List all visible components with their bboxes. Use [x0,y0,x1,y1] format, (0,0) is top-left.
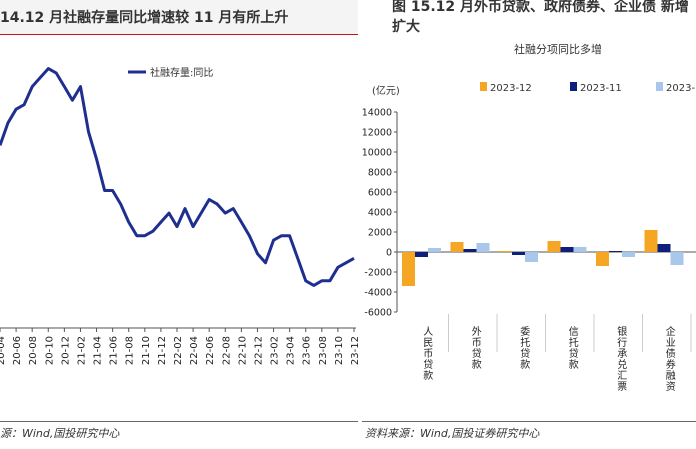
bar-2023-12-人民币贷款 [402,252,415,286]
bar-2023-10-委托贷款 [525,252,538,262]
bar-2023-11-人民币贷款 [415,252,428,257]
bar-2023-11-委托贷款 [512,252,525,255]
legend-swatch-2023-11 [570,82,577,91]
series-line-社融存量 [0,67,355,287]
left-title-bar [0,0,358,35]
x-tick-label: 22-06 [205,336,216,365]
y-tick-label: 10000 [362,148,392,159]
category-label: 人民币贷款 [421,326,433,381]
bar-2023-10-银行承兑汇票 [622,252,635,257]
bar-2023-11-外币贷款 [463,249,477,252]
bar-2023-11-银行承兑汇票 [609,251,622,252]
y-tick-label: 2000 [368,228,392,239]
right-source: 资料来源：Wind,国投证券研究中心 [365,427,540,440]
x-tick-label: 20-08 [28,336,39,365]
y-tick-label: 6000 [368,188,392,199]
bar-2023-10-人民币贷款 [428,248,441,252]
y-tick-label: 8000 [368,168,392,179]
category-label: 信托贷款 [566,326,578,370]
y-tick-label: -6000 [364,308,392,319]
x-tick-label: 22-10 [237,336,248,365]
y-tick-label: -2000 [364,268,392,279]
x-tick-label: 23-10 [334,336,345,365]
y-tick-label: 14000 [362,108,392,119]
bar-2023-12-银行承兑汇票 [596,252,609,266]
line-chart: 社融存量:同比 20-04 20-06 20-08 20-10 20-12 21-02 21-… [0,66,360,365]
x-tick-label: 22-02 [173,336,184,365]
x-tick-label: 23-04 [286,336,297,365]
x-tick-label: 22-08 [221,336,232,365]
legend-swatch-2023-10 [656,82,663,91]
category-label: 企业债券融资 [663,325,675,392]
category-label: 外币贷款 [469,326,481,370]
right-chart-title: 图 15.12 月外币贷款、政府债券、企业债 新增扩大 [392,0,689,35]
y-tick-label: 4000 [368,208,392,219]
category-label: 委托贷款 [518,325,530,370]
left-chart-title: 14.12 月社融存量同比增速较 11 月有所上升 [0,10,289,26]
x-tick-label: 20-12 [60,336,71,365]
bar-chart: 社融分项同比多增 (亿元) 2023-12 2023-11 2023-10 14000 12… [362,42,696,392]
bar-2023-12-企业债券融资 [644,230,658,252]
bar-2023-11-企业债券融资 [657,244,671,252]
legend-label-2023-12: 2023-12 [490,83,532,94]
x-tick-label: 23-02 [270,336,281,365]
x-tick-label: 21-10 [141,336,152,365]
category-label: 银行承兑汇票 [615,325,627,392]
bar-2023-10-外币贷款 [476,243,490,252]
legend-label-2023-10: 2023-10 [666,83,696,94]
left-source: 源：Wind,国投研究中心 [0,427,120,440]
bar-2023-10-信托贷款 [573,247,587,252]
x-tick-label: 22-04 [189,336,200,365]
y-tick-label: 0 [386,248,392,259]
x-tick-label: 20-04 [0,336,7,365]
x-tick-label: 20-06 [12,336,23,365]
bar-chart-title: 社融分项同比多增 [514,42,602,56]
legend-label-2023-11: 2023-11 [580,83,622,94]
bar-2023-11-信托贷款 [560,247,574,252]
y-tick-label: 12000 [362,128,392,139]
x-tick-label: 21-12 [157,336,168,365]
y-tick-label: -4000 [364,288,392,299]
y-unit-label: (亿元) [372,84,400,97]
legend-swatch-2023-12 [480,82,487,91]
x-tick-label: 21-06 [109,336,120,365]
bar-2023-12-外币贷款 [450,242,464,252]
x-tick-label: 21-08 [125,336,136,365]
x-tick-label: 23-08 [318,336,329,365]
bar-2023-10-企业债券融资 [670,252,684,265]
x-tick-label: 20-10 [44,336,55,365]
bar-2023-12-信托贷款 [547,241,561,252]
x-tick-label: 22-12 [254,336,265,365]
x-tick-label: 23-12 [350,336,360,365]
left-source-rule [0,421,358,422]
bar-2023-12-委托贷款 [499,251,512,252]
x-tick-label: 21-04 [93,336,104,365]
legend-label: 社融存量:同比 [150,66,213,79]
x-tick-label: 23-06 [302,336,313,365]
x-tick-label: 21-02 [77,336,88,365]
right-source-rule [362,421,696,422]
